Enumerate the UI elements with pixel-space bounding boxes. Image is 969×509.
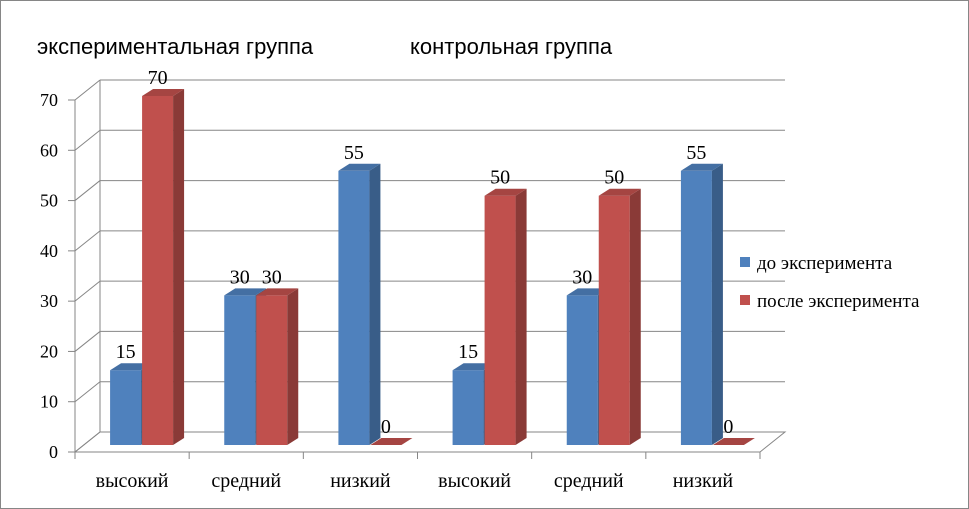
data-label: 55 xyxy=(686,142,706,164)
bar-front-face xyxy=(110,370,142,445)
bar-series-2-category-6 xyxy=(712,438,755,445)
bar-top-face xyxy=(566,288,609,296)
data-label: 15 xyxy=(458,341,478,363)
legend-item-series-1: до эксперимента xyxy=(740,253,893,274)
side-wall-gridline xyxy=(74,230,101,252)
bar-top-face xyxy=(370,438,413,445)
bar-top-face xyxy=(484,188,527,196)
group-label-control: контрольная группа xyxy=(410,34,613,59)
data-label: 15 xyxy=(116,341,136,363)
y-tick-label: 0 xyxy=(49,442,58,462)
bar-top-face xyxy=(110,363,153,371)
legend-label-series-2: после эксперимента xyxy=(757,291,920,312)
y-tick-label: 30 xyxy=(40,291,58,311)
bar-side-face xyxy=(173,89,185,445)
x-category-label: средний xyxy=(554,470,624,492)
bar-front-face xyxy=(338,170,370,446)
legend: до эксперимента после эксперимента xyxy=(740,253,920,312)
side-wall-gridline xyxy=(74,79,101,101)
y-tick-label: 10 xyxy=(40,392,58,412)
bar-series-2-category-5 xyxy=(598,188,641,445)
bar-side-face xyxy=(711,163,723,446)
data-label: 0 xyxy=(381,416,391,438)
data-label: 30 xyxy=(230,266,250,288)
bar-front-face xyxy=(566,295,598,445)
x-category-label: высокий xyxy=(96,470,169,492)
bar-front-face xyxy=(598,195,630,445)
bar-side-face xyxy=(515,188,527,445)
bar-top-face xyxy=(142,89,185,96)
data-label: 30 xyxy=(572,266,592,288)
data-label: 50 xyxy=(604,167,624,189)
y-tick-label: 20 xyxy=(40,341,58,361)
bar-top-face xyxy=(452,363,495,371)
bar-side-face xyxy=(287,288,299,445)
y-tick-label: 40 xyxy=(40,241,58,261)
bar-front-face xyxy=(256,295,288,445)
side-wall-gridline xyxy=(74,129,101,151)
bar-series-1-category-6 xyxy=(680,163,723,446)
x-category-label: высокий xyxy=(438,470,511,492)
bar-series-2-category-4 xyxy=(484,188,527,445)
data-label: 50 xyxy=(490,167,510,189)
legend-swatch-series-1 xyxy=(740,257,750,267)
bar-series-2-category-3 xyxy=(370,438,413,445)
y-tick-label: 60 xyxy=(40,140,58,160)
legend-item-series-2: после эксперимента xyxy=(740,291,920,312)
legend-swatch-series-2 xyxy=(740,295,750,305)
bar-top-face xyxy=(256,288,299,296)
group-label-experimental: экспериментальная группа xyxy=(37,34,314,59)
plot-area: 0 10 20 30 40 50 60 70 высокий средний низкий высок… xyxy=(40,67,787,492)
data-label: 55 xyxy=(344,142,364,164)
bar-series-1-category-3 xyxy=(338,163,381,446)
bar-front-face xyxy=(680,170,712,446)
bar-top-face xyxy=(338,163,381,171)
bar-side-face xyxy=(629,188,641,445)
side-wall-gridline xyxy=(74,331,101,352)
bar-series-2-category-1 xyxy=(142,89,185,445)
side-wall-gridline xyxy=(74,280,101,302)
side-wall xyxy=(75,80,100,452)
bar-top-face xyxy=(680,163,723,171)
bar-top-face xyxy=(712,438,755,445)
bar-top-face xyxy=(224,288,267,296)
data-label: 0 xyxy=(723,416,733,438)
side-wall-gridline xyxy=(74,381,101,403)
data-label: 30 xyxy=(262,266,282,288)
bar-front-face xyxy=(142,96,174,445)
y-tick-label: 70 xyxy=(40,90,58,110)
x-category-label: средний xyxy=(211,470,281,492)
side-wall-gridline xyxy=(74,180,101,201)
side-wall-gridline xyxy=(74,431,101,453)
x-category-label: низкий xyxy=(330,470,391,492)
bar-front-face xyxy=(484,195,516,445)
y-tick-label: 50 xyxy=(40,191,58,211)
bar-front-face xyxy=(452,370,484,445)
bar-series-2-category-2 xyxy=(256,288,299,445)
legend-label-series-1: до эксперимента xyxy=(757,253,893,274)
bar-front-face xyxy=(224,295,256,445)
bar-side-face xyxy=(369,163,381,446)
bar-top-face xyxy=(598,188,641,196)
data-label: 70 xyxy=(148,67,168,89)
x-category-label: низкий xyxy=(673,470,734,492)
